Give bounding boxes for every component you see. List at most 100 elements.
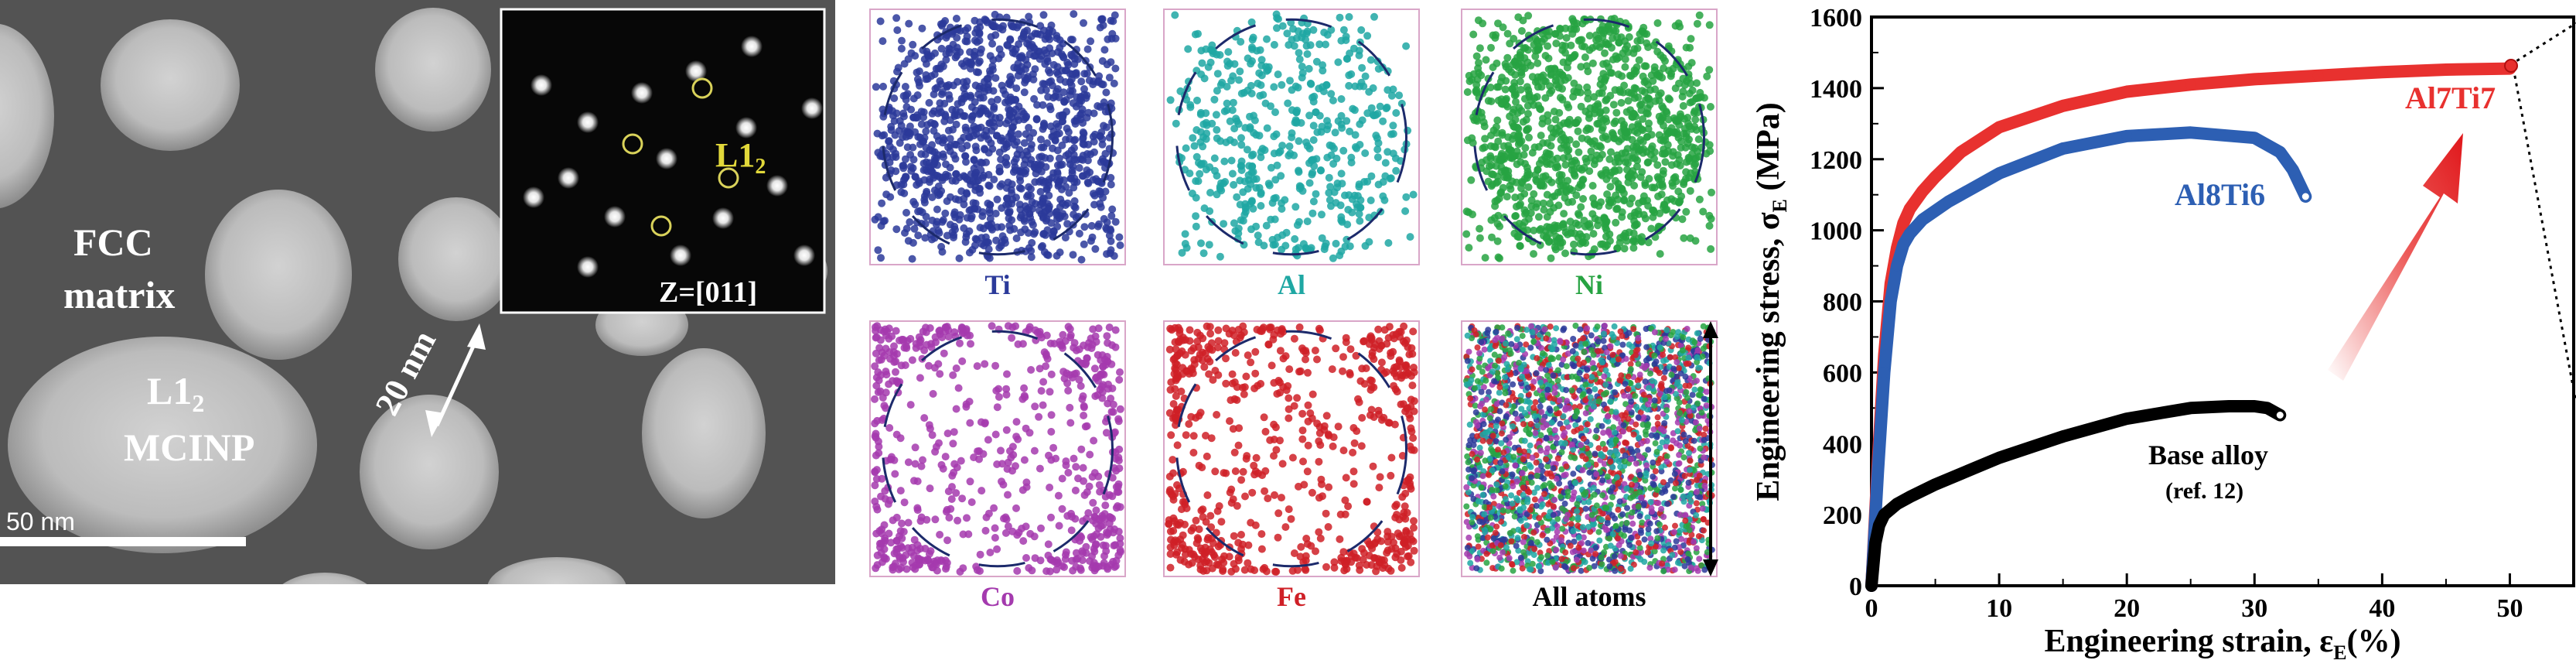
atom-point: [1261, 467, 1270, 475]
atom-point: [1512, 97, 1520, 106]
atom-point: [1036, 55, 1044, 63]
atom-point: [871, 467, 879, 476]
atom-point: [876, 336, 885, 344]
atom-point: [1600, 214, 1609, 223]
atom-point: [996, 136, 1005, 145]
atom-point: [1409, 327, 1418, 336]
atom-point: [950, 151, 958, 159]
atom-point: [898, 519, 906, 528]
atom-point: [904, 458, 913, 467]
atom-point: [1393, 549, 1401, 558]
atom-point: [1339, 446, 1348, 455]
atom-point: [1192, 516, 1200, 525]
atom-point: [1067, 526, 1076, 535]
atom-point: [1046, 388, 1054, 396]
atom-point: [1239, 188, 1247, 197]
atom-point: [927, 168, 936, 176]
atom-point: [1469, 30, 1478, 39]
atom-point: [934, 64, 943, 73]
atom-point: [998, 204, 1006, 212]
atom-point: [1005, 110, 1014, 118]
atom-point: [1101, 501, 1110, 510]
atom-point: [1659, 166, 1667, 175]
atom-point: [871, 395, 879, 403]
atom-point: [1384, 239, 1393, 247]
atom-point: [1355, 398, 1363, 406]
atom-point: [1521, 144, 1530, 152]
atom-point: [1377, 416, 1386, 424]
atom-point: [877, 254, 885, 262]
atom-point: [1332, 344, 1340, 353]
atom-point: [1621, 45, 1629, 53]
atom-point: [1384, 148, 1392, 156]
atom-point: [1693, 19, 1701, 28]
atom-point: [1111, 11, 1119, 19]
atom-point: [1179, 531, 1187, 539]
atom-point: [1329, 442, 1337, 450]
atom-point: [1205, 370, 1213, 378]
atom-point: [1010, 224, 1018, 233]
atom-point: [946, 221, 954, 229]
atom-point: [1058, 474, 1066, 483]
apt-label: Fe: [1277, 581, 1306, 612]
atom-point: [1027, 253, 1036, 262]
atom-point: [1510, 122, 1518, 131]
atom-point: [1356, 217, 1364, 225]
atom-point: [1523, 167, 1532, 176]
inset-phase-base: L1: [715, 136, 755, 174]
atom-point: [1257, 56, 1266, 64]
atom-point: [1186, 326, 1194, 334]
atom-point: [1172, 376, 1180, 385]
atom-point: [1236, 67, 1244, 76]
atom-point: [1629, 244, 1638, 252]
atom-point: [997, 446, 1005, 455]
atom-point: [892, 109, 901, 118]
atom-point: [1212, 111, 1220, 119]
atom-point: [1346, 127, 1354, 135]
atom-point: [1346, 242, 1354, 251]
atom-point: [1013, 566, 1022, 575]
atom-point: [1278, 494, 1285, 502]
atom-point: [954, 516, 962, 525]
atom-point: [1181, 545, 1189, 553]
atom-point: [891, 470, 899, 478]
atom-point: [1310, 162, 1319, 170]
atom-point: [1077, 445, 1086, 453]
atom-point: [1295, 323, 1304, 331]
atom-point: [1230, 532, 1238, 540]
atom-point: [1036, 364, 1044, 373]
apt-label: Co: [981, 581, 1015, 612]
diffraction-spot: [558, 167, 579, 189]
atom-point: [1014, 340, 1022, 348]
atom-point: [1077, 77, 1086, 86]
atom-point: [1021, 156, 1029, 164]
atom-point: [917, 150, 926, 159]
atom-point: [1687, 35, 1695, 43]
atom-point: [1070, 183, 1078, 192]
atom-point: [1620, 245, 1629, 253]
atom-point: [1295, 168, 1303, 176]
atom-point: [1656, 250, 1664, 258]
atom-point: [1558, 46, 1567, 54]
atom-point: [1217, 518, 1226, 526]
atom-point: [1220, 157, 1229, 166]
atom-point: [1270, 420, 1278, 429]
atom-point: [1326, 183, 1335, 191]
atom-point: [1261, 487, 1269, 495]
atom-point: [1463, 136, 1472, 145]
atom-point: [899, 162, 908, 170]
atom-point: [1612, 218, 1620, 227]
atom-point: [1312, 190, 1320, 198]
atom-point: [1056, 161, 1065, 169]
atom-point: [1090, 191, 1099, 200]
atom-point: [1489, 126, 1498, 135]
atom-point: [920, 414, 929, 422]
atom-point: [991, 361, 1000, 370]
atom-point: [1380, 561, 1389, 570]
atom-point: [1185, 420, 1193, 428]
atom-point: [1503, 29, 1512, 38]
atom-point: [925, 361, 933, 370]
atom-point: [1326, 196, 1334, 204]
atom-point: [1076, 96, 1084, 104]
atom-point: [880, 553, 889, 562]
